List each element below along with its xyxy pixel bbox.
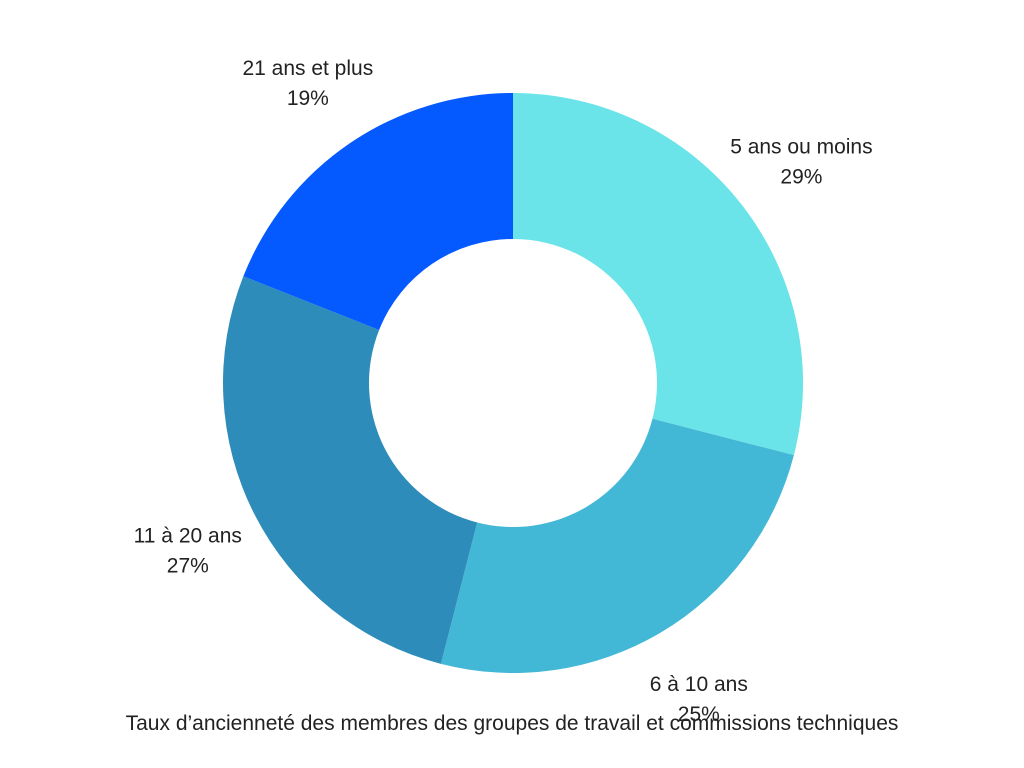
slice-category-label: 21 ans et plus	[242, 57, 373, 80]
slice-value-label: 19%	[287, 87, 329, 110]
slice-value-label: 27%	[167, 555, 209, 578]
slice-labels: 5 ans ou moins 29% 6 à 10 ans 25% 11 à 20 an…	[134, 57, 873, 726]
slice-category-label: 6 à 10 ans	[650, 673, 748, 696]
chart-title: Taux d’ancienneté des membres des groupe…	[125, 712, 899, 735]
donut-slices	[222, 93, 803, 673]
donut-slice-4	[243, 93, 514, 330]
donut-slice-1	[513, 93, 803, 456]
slice-value-label: 25%	[678, 703, 720, 726]
donut-slice-3	[222, 276, 478, 664]
slice-value-label: 29%	[780, 165, 822, 188]
slice-category-label: 5 ans ou moins	[730, 135, 872, 158]
donut-slice-2	[440, 418, 794, 673]
slice-category-label: 11 à 20 ans	[134, 525, 242, 548]
